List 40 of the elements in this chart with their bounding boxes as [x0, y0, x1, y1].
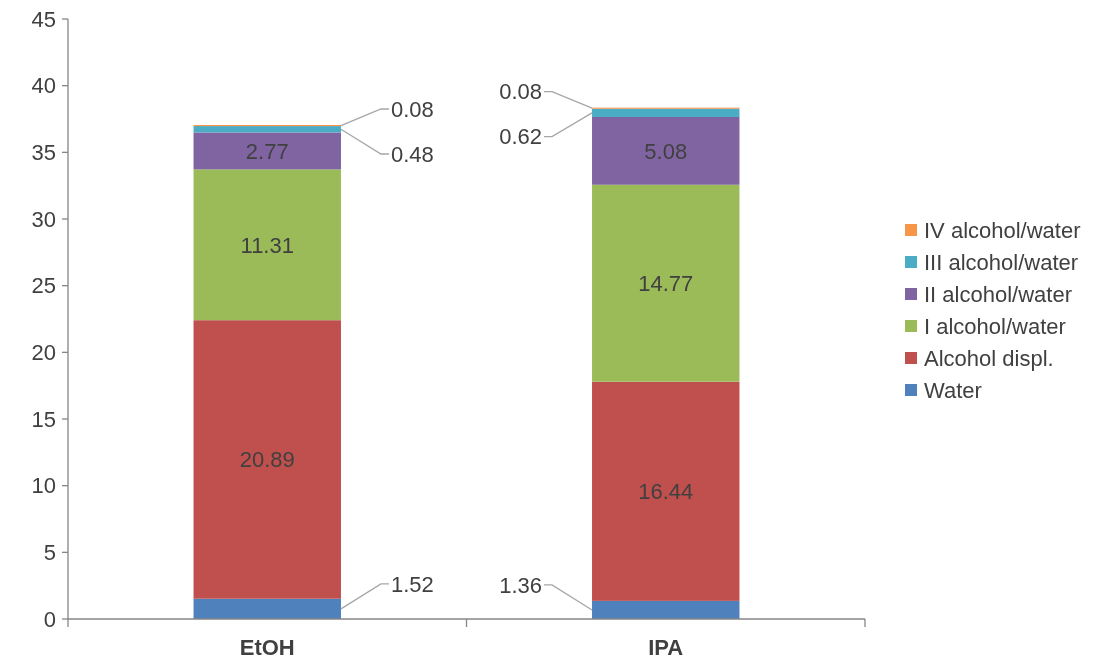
data-label: 16.44 [638, 478, 694, 504]
bar [592, 108, 740, 117]
data-label: 5.08 [644, 138, 688, 164]
data-label: 11.31 [240, 232, 294, 258]
x-tick-label: IPA [648, 634, 684, 660]
y-tick-label: 5 [43, 540, 56, 566]
legend-label: Alcohol displ. [924, 345, 1054, 371]
y-tick-label: 15 [31, 406, 56, 432]
data-label: 0.08 [499, 79, 543, 105]
bar [592, 600, 740, 619]
bar [592, 381, 740, 601]
bar [193, 320, 341, 599]
data-label: 0.48 [390, 141, 434, 167]
legend-label: III alcohol/water [924, 249, 1079, 275]
y-tick-label: 35 [31, 140, 56, 166]
y-tick-label: 20 [31, 340, 56, 366]
y-tick-label: 0 [43, 606, 56, 632]
legend-label: II alcohol/water [924, 281, 1072, 307]
y-tick-label: 30 [31, 206, 56, 232]
data-label: 20.89 [239, 447, 295, 473]
bar [193, 598, 341, 619]
data-label: 2.77 [245, 138, 289, 164]
bar [193, 132, 341, 170]
data-label: 1.52 [390, 571, 434, 597]
y-tick-label: 10 [31, 473, 56, 499]
data-label: 0.62 [499, 124, 543, 150]
legend-label: Water [924, 377, 982, 403]
legend-label: I alcohol/water [924, 313, 1066, 339]
data-label: 1.36 [499, 572, 543, 598]
bar [193, 126, 341, 133]
bar [592, 117, 740, 185]
y-tick-label: 40 [31, 73, 56, 99]
y-tick-label: 25 [31, 273, 56, 299]
data-label: 0.08 [390, 96, 434, 122]
y-tick-label: 45 [31, 6, 56, 32]
bar [193, 169, 341, 321]
bar [592, 184, 740, 382]
data-label: 14.77 [638, 270, 694, 296]
x-tick-label: EtOH [239, 634, 295, 660]
legend-label: IV alcohol/water [924, 217, 1081, 243]
